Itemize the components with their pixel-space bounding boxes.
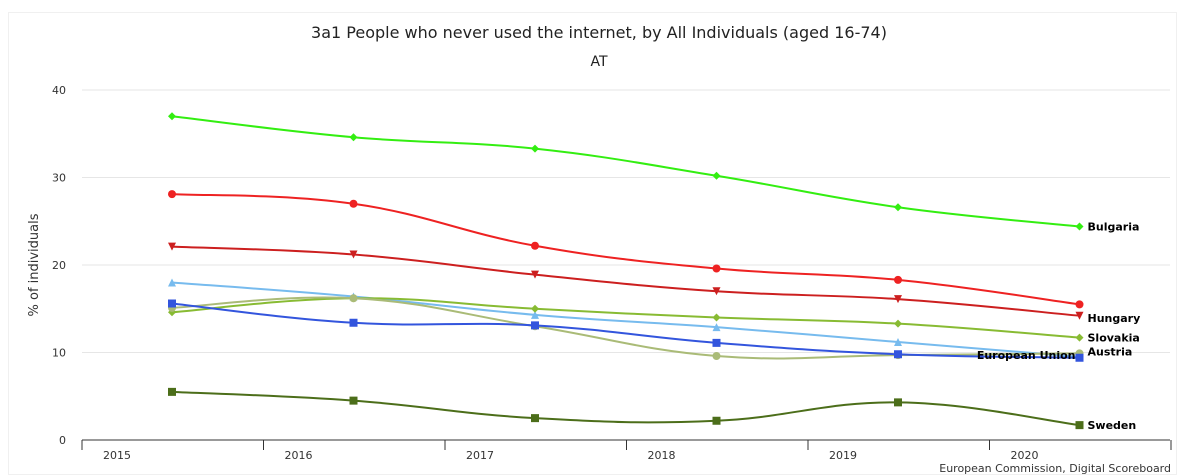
chart-credits[interactable]: European Commission, Digital Scoreboard [939,462,1171,475]
y-tick-label: 10 [52,347,66,360]
data-point[interactable] [349,396,358,405]
data-point[interactable] [712,416,721,425]
data-point[interactable] [349,250,358,259]
chart-title: 3a1 People who never used the internet, … [311,23,887,42]
data-point[interactable] [894,398,902,407]
chart-frame [8,12,1177,475]
data-point[interactable] [894,319,902,328]
data-point[interactable] [531,310,539,319]
series-line[interactable] [171,296,1080,360]
y-tick-label: 40 [52,84,66,97]
series-line[interactable] [171,115,1080,228]
data-point[interactable] [712,287,721,296]
data-point[interactable] [531,321,539,330]
data-point[interactable] [894,338,902,346]
data-point[interactable] [349,199,358,208]
series-label: Slovakia [1088,332,1140,345]
data-point[interactable] [712,338,721,347]
data-point[interactable] [349,318,358,327]
data-point[interactable] [1075,353,1084,362]
chart-subtitle: AT [590,54,607,70]
data-point[interactable] [712,264,721,273]
data-point[interactable] [531,144,539,153]
data-point[interactable] [168,190,176,199]
y-tick-label: 0 [59,434,66,447]
data-point[interactable] [1075,421,1084,430]
data-point[interactable] [531,414,539,423]
y-tick-label: 20 [52,259,66,272]
x-tick-label: 2019 [829,449,857,462]
data-point[interactable] [168,278,176,287]
series-line[interactable] [171,390,1080,427]
series-label: Austria [1088,345,1133,358]
data-point[interactable] [894,295,902,304]
data-point[interactable] [1075,311,1084,320]
series-line[interactable] [171,297,1080,339]
series-unlabeled-1[interactable] [168,190,1084,309]
series-line[interactable] [171,193,1080,306]
x-tick-label: 2020 [1011,449,1039,462]
series-hungary[interactable] [168,242,1084,320]
data-point[interactable] [1075,333,1084,342]
series-european-union[interactable] [168,299,1084,362]
data-point[interactable] [168,387,176,396]
series-label: Bulgaria [1088,221,1140,234]
series-line[interactable] [171,302,1080,359]
data-point[interactable] [531,304,539,313]
series-line[interactable] [171,281,1080,358]
data-point[interactable] [894,203,902,212]
series-label: European Union [977,349,1076,362]
data-point[interactable] [712,352,721,360]
data-point[interactable] [531,241,539,250]
data-point[interactable] [712,171,721,180]
series-label: Hungary [1088,312,1141,325]
data-point[interactable] [894,275,902,284]
data-point[interactable] [1075,222,1084,231]
data-point[interactable] [349,294,358,303]
y-tick-label: 30 [52,172,66,185]
y-axis-label: % of individuals [27,213,42,316]
series-sweden[interactable] [168,387,1084,430]
data-point[interactable] [531,270,539,279]
data-point[interactable] [712,313,721,322]
data-point[interactable] [712,323,721,332]
data-point[interactable] [349,133,358,142]
x-tick-label: 2016 [285,449,313,462]
series-bulgaria[interactable] [168,112,1084,231]
data-point[interactable] [894,350,902,359]
data-point[interactable] [168,299,176,308]
data-point[interactable] [168,242,176,251]
series-label: Sweden [1088,419,1137,432]
x-tick-label: 2017 [466,449,494,462]
x-tick-label: 2018 [648,449,676,462]
data-point[interactable] [168,112,176,121]
data-point[interactable] [1075,300,1084,309]
series-line[interactable] [171,245,1080,317]
x-tick-label: 2015 [103,449,131,462]
